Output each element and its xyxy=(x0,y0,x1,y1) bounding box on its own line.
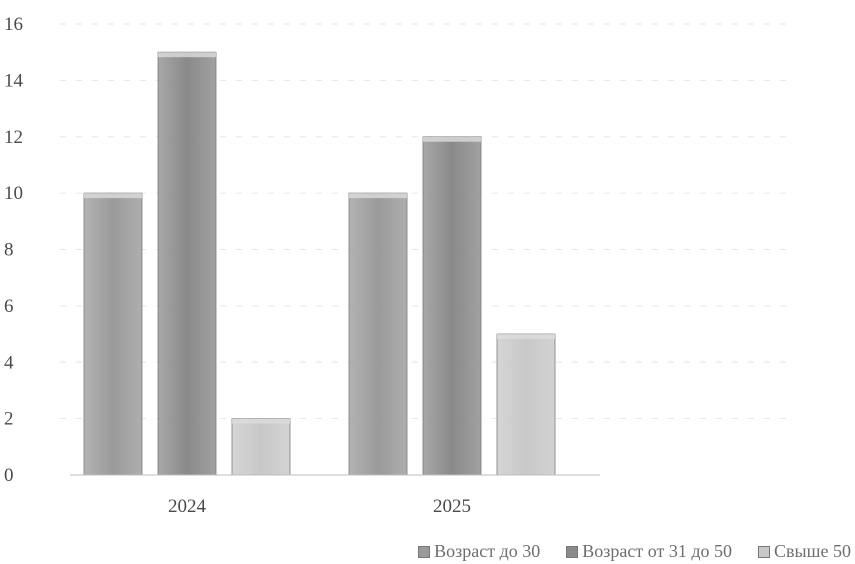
legend-swatch xyxy=(758,545,771,558)
bar-2025-series-2 xyxy=(422,136,482,476)
bar-cap xyxy=(158,52,216,58)
y-tick-label: 16 xyxy=(4,14,23,35)
legend-swatch xyxy=(418,545,431,558)
legend-label: Свыше 50 xyxy=(774,541,851,561)
bar-cap xyxy=(497,334,555,340)
bar-cap xyxy=(84,193,142,199)
x-tick-label: 2025 xyxy=(433,496,471,517)
legend: Возраст до 30 Возраст от 31 до 50 Свыше 50 xyxy=(418,541,851,562)
y-tick-label: 2 xyxy=(4,409,14,430)
y-axis: 0 2 4 6 8 10 12 14 16 xyxy=(4,14,24,486)
y-tick-label: 12 xyxy=(4,127,23,148)
bar-2024-series-3 xyxy=(231,418,291,476)
x-axis: 2024 2025 xyxy=(70,474,600,517)
bar-cap xyxy=(423,136,481,142)
y-tick-label: 14 xyxy=(4,70,24,91)
y-tick-label: 8 xyxy=(4,240,14,261)
y-tick-label: 0 xyxy=(4,465,14,486)
bar-cap xyxy=(349,193,407,199)
bar-2025-series-3 xyxy=(496,333,556,476)
bar-2024-series-1 xyxy=(83,192,143,476)
legend-item: Возраст от 31 до 50 xyxy=(566,541,732,562)
bar-2025-series-1 xyxy=(348,192,408,476)
bar-2024-series-2 xyxy=(157,51,217,476)
y-tick-label: 4 xyxy=(4,352,14,373)
legend-item: Возраст до 30 xyxy=(418,541,540,562)
legend-label: Возраст от 31 до 50 xyxy=(582,541,733,561)
bars xyxy=(83,51,556,476)
x-tick-label: 2024 xyxy=(168,496,207,517)
grid-lines xyxy=(60,23,790,420)
legend-item: Свыше 50 xyxy=(758,541,851,562)
y-tick-label: 6 xyxy=(4,296,14,317)
y-tick-label: 10 xyxy=(4,183,23,204)
legend-label: Возраст до 30 xyxy=(434,541,541,561)
legend-swatch xyxy=(566,545,579,558)
bar-cap xyxy=(232,418,290,424)
